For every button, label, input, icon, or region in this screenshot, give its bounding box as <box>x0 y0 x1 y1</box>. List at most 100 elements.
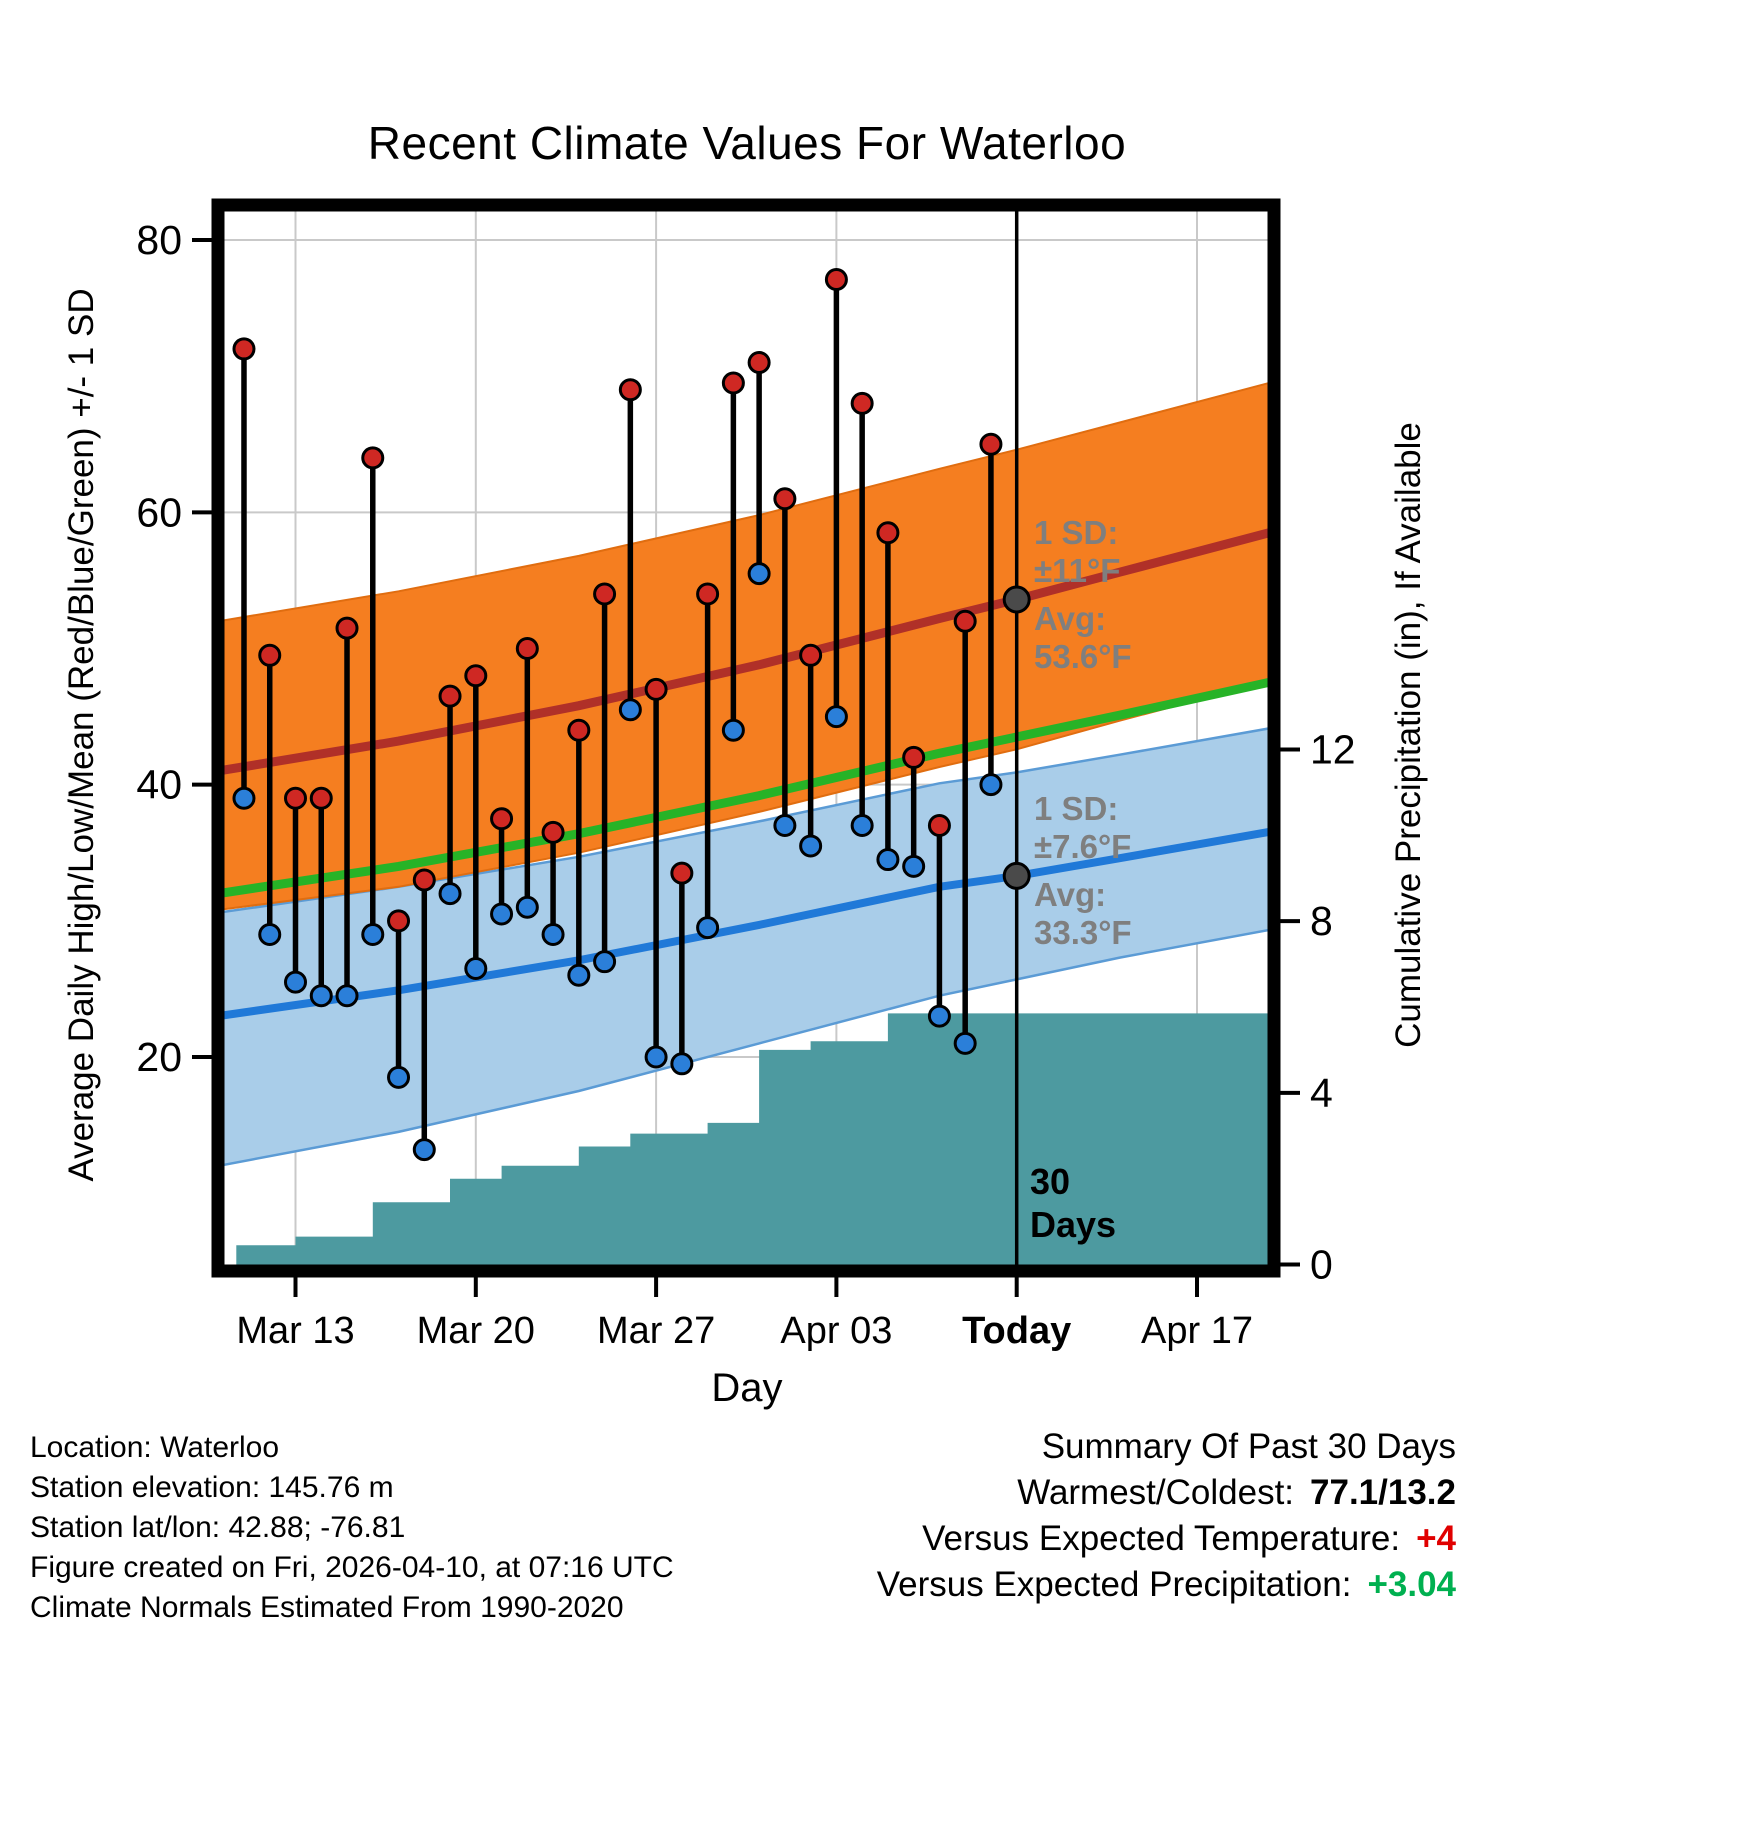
daily-low-dot <box>490 902 514 926</box>
daily-low-dot <box>541 922 565 946</box>
thirty-days-label: 30 Days <box>1030 1160 1116 1246</box>
x-tick-label: Mar 13 <box>236 1310 354 1352</box>
daily-high-dot <box>464 664 488 688</box>
x-tick-label: Today <box>962 1310 1071 1352</box>
chart-title: Recent Climate Values For Waterloo <box>367 117 1127 169</box>
daily-high-dot <box>284 786 307 810</box>
thirty-days-line1: 30 <box>1030 1161 1071 1202</box>
daily-high-dot <box>979 432 1003 456</box>
daily-low-dot <box>258 922 282 946</box>
daily-low-dot <box>438 882 462 906</box>
summary-label: Versus Expected Temperature: <box>922 1519 1401 1558</box>
daily-low-dot <box>309 984 333 1008</box>
y-left-tick-label: 80 <box>136 217 182 263</box>
figure-created: Figure created on Fri, 2026-04-10, at 07… <box>30 1551 674 1584</box>
x-tick-label: Apr 17 <box>1141 1310 1253 1352</box>
high-sd-label: 1 SD: <box>1034 514 1119 551</box>
summary-value: +3.04 <box>1367 1565 1456 1604</box>
daily-high-dot <box>644 677 668 701</box>
summary-title: Summary Of Past 30 Days <box>1041 1427 1456 1466</box>
y-right-tick-label: 0 <box>1310 1242 1333 1288</box>
daily-high-dot <box>361 446 385 470</box>
summary-label: Versus Expected Precipitation: <box>876 1565 1352 1604</box>
station-info: Location: Waterloo Station elevation: 14… <box>30 1428 674 1628</box>
daily-high-dot <box>850 391 874 415</box>
mean-line <box>224 678 1268 898</box>
daily-high-dot <box>670 861 694 885</box>
low-avg-label: Avg: <box>1034 876 1107 913</box>
high-sd-value: ±11°F <box>1034 552 1121 589</box>
daily-low-dot <box>799 834 823 858</box>
low-avg-value: 33.3°F <box>1034 914 1132 951</box>
high-temp-annotation: 1 SD: ±11°F Avg: 53.6°F <box>1034 514 1132 676</box>
plot-area <box>224 211 1268 1265</box>
daily-low-dot <box>927 1004 951 1028</box>
daily-high-dot <box>618 378 642 402</box>
daily-low-dot <box>696 916 720 940</box>
thirty-days-line2: Days <box>1030 1204 1117 1245</box>
daily-high-dot <box>799 643 823 667</box>
daily-high-dot <box>927 814 951 838</box>
high-center-line <box>224 528 1268 775</box>
daily-low-dot <box>387 1065 411 1089</box>
x-tick-label: Apr 03 <box>780 1310 892 1352</box>
daily-high-dot <box>567 718 591 742</box>
x-axis-label: Day <box>711 1366 783 1410</box>
daily-high-dot <box>593 582 617 606</box>
daily-low-dot <box>824 705 848 729</box>
summary-row-vs-precipitation: Versus Expected Precipitation: +3.04 <box>877 1562 1456 1608</box>
daily-low-dot <box>670 1052 694 1076</box>
daily-high-dot <box>541 820 565 844</box>
daily-low-dot <box>464 956 488 980</box>
climate-normals: Climate Normals Estimated From 1990-2020 <box>30 1591 624 1624</box>
avg-low-marker <box>1002 861 1031 890</box>
y-right-tick-label: 12 <box>1310 726 1356 772</box>
daily-high-dot <box>696 582 720 606</box>
daily-high-dot <box>490 807 514 831</box>
station-location: Location: Waterloo <box>30 1431 280 1464</box>
summary-row-vs-temperature: Versus Expected Temperature: +4 <box>877 1516 1456 1562</box>
daily-low-dot <box>593 950 617 974</box>
daily-high-dot <box>309 786 333 810</box>
daily-low-dot <box>335 984 359 1008</box>
daily-high-dot <box>876 521 900 545</box>
daily-low-dot <box>618 698 642 722</box>
daily-low-dot <box>953 1031 977 1055</box>
y-right-tick-label: 4 <box>1310 1070 1333 1116</box>
daily-high-dot <box>258 643 282 667</box>
low-band <box>224 727 1268 1166</box>
daily-high-dot <box>721 371 745 395</box>
avg-high-marker <box>1002 585 1031 614</box>
high-avg-label: Avg: <box>1034 600 1107 637</box>
daily-high-dot <box>824 267 848 291</box>
daily-high-dot <box>953 609 977 633</box>
daily-high-dot <box>387 909 411 933</box>
daily-high-dot <box>412 868 436 892</box>
high-avg-value: 53.6°F <box>1034 638 1132 675</box>
y-left-tick-label: 60 <box>136 489 182 535</box>
plot-border <box>211 198 1281 1278</box>
low-sd-label: 1 SD: <box>1034 790 1119 827</box>
daily-low-dot <box>721 718 745 742</box>
low-center-line <box>224 828 1268 1020</box>
daily-low-dot <box>902 854 926 878</box>
low-temp-annotation: 1 SD: ±7.6°F Avg: 33.3°F <box>1034 790 1132 952</box>
daily-high-dot <box>515 636 539 660</box>
daily-low-dot <box>979 773 1003 797</box>
summary-row-warmest-coldest: Warmest/Coldest: 77.1/13.2 <box>877 1470 1456 1516</box>
precip-area <box>236 1013 1268 1265</box>
daily-high-dot <box>902 745 926 769</box>
daily-low-dot <box>232 786 256 810</box>
daily-low-dot <box>876 848 900 872</box>
summary-label: Warmest/Coldest: <box>1017 1473 1295 1512</box>
low-sd-value: ±7.6°F <box>1034 828 1132 865</box>
daily-high-dot <box>747 351 771 375</box>
summary-value: +4 <box>1416 1519 1456 1558</box>
daily-low-dot <box>850 814 874 838</box>
x-tick-label: Mar 27 <box>597 1310 715 1352</box>
daily-low-dot <box>284 970 307 994</box>
daily-low-dot <box>361 922 385 946</box>
daily-low-dot <box>567 963 591 987</box>
